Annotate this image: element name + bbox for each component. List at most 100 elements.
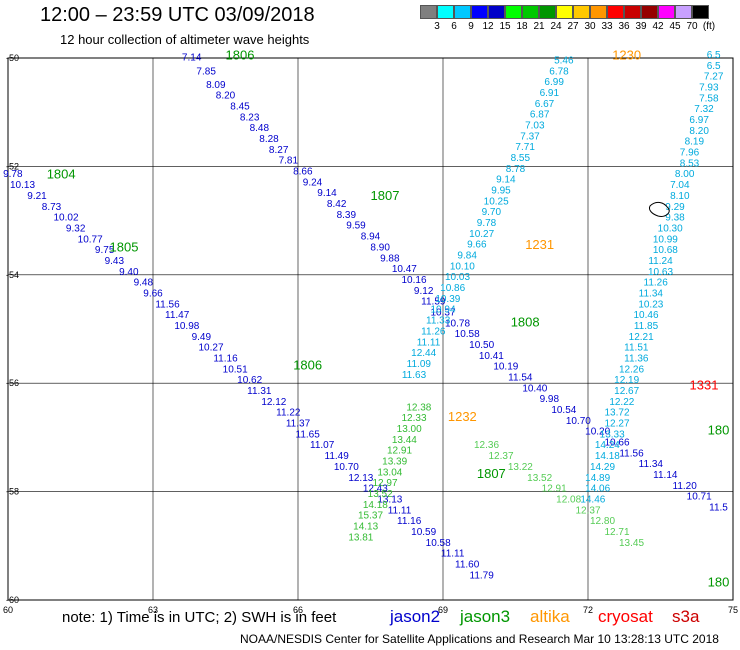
wave-height-value: 11.26	[644, 278, 669, 289]
wave-height-value: 12.38	[406, 402, 431, 413]
wave-height-value: 12.13	[348, 473, 373, 484]
pass-time-label: 1231	[525, 237, 554, 252]
legend-swatch	[692, 5, 709, 19]
wave-height-value: 9.29	[665, 202, 685, 213]
wave-height-value: 8.55	[511, 153, 531, 164]
legend-swatch	[573, 5, 590, 19]
wave-height-value: 12.80	[590, 516, 615, 527]
wave-height-value: 10.47	[392, 264, 417, 275]
x-tick-label: 66	[293, 605, 303, 615]
wave-height-value: 10.46	[633, 310, 658, 321]
wave-height-value: 7.85	[196, 66, 216, 77]
wave-height-value: 13.00	[397, 424, 422, 435]
legend-swatch	[522, 5, 539, 19]
wave-height-value: 11.34	[639, 288, 664, 299]
wave-height-value: 11.65	[296, 429, 321, 440]
wave-height-value: 11.34	[639, 459, 664, 470]
wave-height-value: 7.37	[520, 131, 540, 142]
wave-height-value: 11.11	[388, 505, 412, 516]
legend-label: 30	[584, 21, 596, 32]
wave-height-value: 13.39	[382, 457, 407, 468]
wave-height-value: 11.54	[508, 372, 533, 383]
wave-height-value: 14.18	[363, 500, 388, 511]
wave-height-value: 10.19	[493, 362, 518, 373]
wave-height-value: 11.49	[325, 451, 350, 462]
wave-height-value: 8.20	[216, 91, 236, 102]
wave-height-value: 9.98	[540, 394, 560, 405]
wave-height-value: 12.44	[411, 348, 436, 359]
pass-time-label: 1232	[448, 409, 477, 424]
y-tick-label: -50	[6, 53, 19, 63]
legend-label: 21	[533, 21, 545, 32]
legend-label: 6	[451, 21, 457, 32]
wave-height-value: 11.36	[624, 354, 649, 365]
wave-height-value: 8.45	[230, 101, 250, 112]
wave-height-value: 11.09	[407, 359, 432, 370]
wave-height-value: 10.20	[585, 427, 610, 438]
satellite-label: altika	[530, 607, 570, 626]
pass-time-label: 1230	[612, 48, 641, 63]
wave-height-value: 12.36	[474, 440, 499, 451]
wave-height-value: 13.52	[368, 489, 393, 500]
wave-height-value: 8.09	[206, 80, 226, 91]
wave-height-value: 10.37	[430, 307, 455, 318]
legend-swatch	[624, 5, 641, 19]
wave-height-value: 7.58	[699, 93, 719, 104]
wave-height-value: 11.56	[619, 448, 644, 459]
pass-time-label: 1807	[477, 466, 506, 481]
wave-height-value: 9.70	[482, 207, 502, 218]
wave-height-value: 12.33	[401, 413, 426, 424]
wave-height-value: 12.97	[372, 478, 397, 489]
wave-height-value: 9.14	[496, 175, 516, 186]
wave-height-value: 10.10	[450, 261, 475, 272]
wave-height-value: 11.79	[470, 570, 495, 581]
pass-time-label: 1807	[371, 188, 400, 203]
legend-swatch	[641, 5, 658, 19]
wave-height-value: 12.91	[387, 446, 412, 457]
wave-height-value: 9.49	[192, 332, 212, 343]
wave-height-value: 10.70	[566, 416, 591, 427]
wave-height-value: 11.56	[155, 299, 180, 310]
wave-height-value: 14.06	[585, 484, 610, 495]
legend-swatch	[675, 5, 692, 19]
wave-height-value: 8.53	[680, 158, 700, 169]
x-tick-label: 75	[728, 605, 738, 615]
wave-height-value: 8.10	[670, 191, 690, 202]
wave-height-value: 6.5	[707, 61, 721, 72]
legend-label: 33	[601, 21, 613, 32]
wave-height-value: 10.39	[435, 294, 460, 305]
satellite-label: s3a	[672, 607, 700, 626]
wave-height-value: 12.91	[542, 484, 567, 495]
wave-height-value: 8.48	[250, 123, 270, 134]
wave-height-value: 9.75	[95, 245, 115, 256]
wave-height-value: 11.11	[417, 337, 441, 348]
wave-height-value: 6.67	[535, 99, 555, 110]
wave-height-value: 12.37	[575, 505, 600, 516]
legend-swatch	[420, 5, 437, 19]
legend-label: 36	[618, 21, 630, 32]
wave-height-value: 9.78	[3, 169, 23, 180]
wave-height-value: 8.28	[259, 134, 279, 145]
wave-height-value: 13.22	[508, 462, 533, 473]
island-outline	[649, 201, 670, 217]
pass-time-label: 180	[708, 423, 730, 438]
wave-height-value: 13.33	[600, 429, 625, 440]
legend-label: 18	[516, 21, 528, 32]
pass-time-label: 180	[708, 574, 730, 589]
wave-height-value: 14.13	[353, 522, 378, 533]
satellite-label: cryosat	[598, 607, 653, 626]
y-tick-label: -58	[6, 487, 19, 497]
wave-height-value: 11.60	[455, 559, 480, 570]
wave-height-value: 9.24	[303, 177, 323, 188]
wave-height-value: 10.62	[237, 375, 262, 386]
y-tick-label: -52	[6, 161, 19, 171]
satellite-label: jason2	[390, 607, 441, 626]
chart-title: 12:00 – 23:59 UTC 03/09/2018	[40, 4, 315, 26]
pass-time-label: 1804	[47, 166, 76, 181]
wave-height-value: 8.73	[42, 202, 62, 213]
wave-height-value: 8.66	[293, 167, 313, 178]
legend-swatch	[471, 5, 488, 19]
wave-height-value: 11.14	[653, 470, 678, 481]
wave-height-value: 11.07	[310, 440, 335, 451]
color-legend	[420, 5, 709, 19]
